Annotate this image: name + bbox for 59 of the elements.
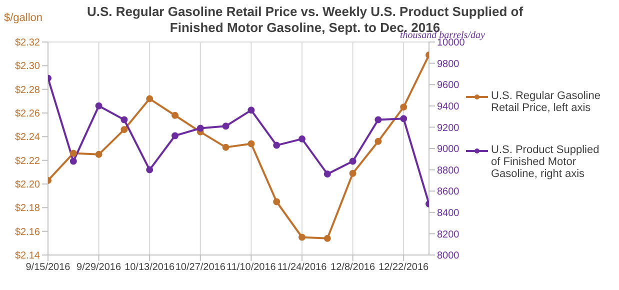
y2-tick-label: 9800	[437, 58, 460, 70]
x-tick-label: 11/10/2016	[226, 262, 276, 274]
y2-tick-label: 8000	[437, 250, 460, 262]
legend-label: U.S. Regular Gasoline Retail Price, left axis	[491, 90, 601, 114]
point	[349, 170, 356, 177]
point	[324, 170, 331, 178]
point	[95, 150, 102, 158]
x-tick-label: 9/29/2016	[76, 262, 122, 274]
point	[146, 95, 154, 102]
point	[374, 138, 382, 145]
point	[248, 106, 255, 114]
y2-tick-label: 9400	[437, 101, 460, 112]
point	[95, 102, 102, 110]
x-tick-label: 11/24/2016	[277, 262, 328, 274]
x-tick-label: 12/22/2016	[378, 262, 430, 274]
y-tick-label: $2.22	[14, 156, 40, 167]
y-tick-label: $2.28	[14, 84, 40, 96]
y2-tick-label: 8800	[437, 165, 460, 176]
point	[349, 158, 356, 165]
y-axis-title: $/gallon	[4, 12, 43, 24]
legend-label: U.S. Product Supplied of Finished Motor Gasoline, right axis	[491, 144, 600, 180]
y2-tick-label: 9000	[437, 144, 460, 156]
x-tick-label: 10/13/2016	[124, 262, 176, 274]
y-tick-label: $2.30	[14, 61, 40, 72]
y2-tick-label: 8200	[437, 229, 460, 240]
point	[222, 122, 230, 130]
y2-tick-label: 8600	[437, 186, 460, 198]
point	[400, 104, 408, 111]
x-tick-label: 10/27/2016	[175, 262, 226, 274]
point	[120, 126, 128, 134]
y-tick-label: $2.14	[14, 250, 40, 262]
point	[400, 115, 408, 122]
y-tick-label: $2.16	[14, 226, 40, 238]
y-tick-label: $2.24	[14, 132, 40, 144]
x-tick-label: 12/8/2016	[330, 262, 376, 274]
x-tick-label: 9/15/2016	[26, 262, 71, 274]
point	[70, 158, 77, 165]
point	[172, 112, 178, 119]
point	[374, 116, 382, 124]
y-tick-label: $2.18	[14, 203, 40, 214]
y2-tick-label: 9600	[437, 80, 460, 92]
y-tick-label: $2.20	[14, 180, 40, 191]
point	[146, 166, 154, 174]
point	[273, 142, 280, 149]
point	[248, 140, 255, 148]
point	[172, 132, 178, 140]
point	[222, 144, 230, 151]
y-tick-label: $2.32	[14, 38, 40, 49]
y2-tick-label: 10000	[437, 38, 466, 49]
y-tick-label: $2.26	[14, 108, 40, 120]
point	[120, 116, 128, 124]
point	[70, 150, 77, 157]
point	[298, 135, 306, 142]
point	[298, 234, 306, 241]
point	[196, 124, 204, 132]
point	[273, 198, 280, 206]
point	[324, 234, 331, 242]
y2-tick-label: 9200	[437, 122, 460, 134]
y2-tick-label: 8400	[437, 208, 460, 219]
